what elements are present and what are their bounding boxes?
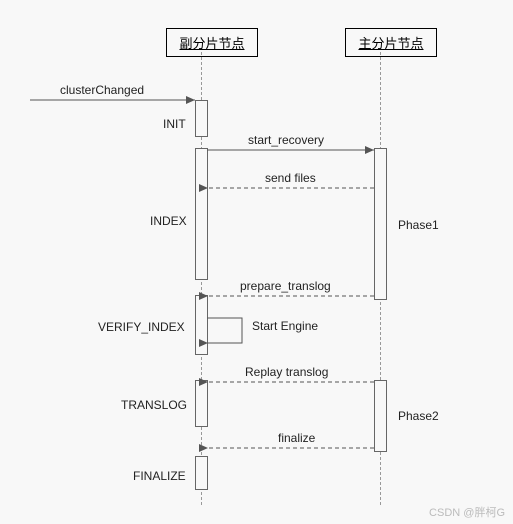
state-finalize: FINALIZE	[133, 469, 186, 483]
msg-send-files: send files	[265, 171, 316, 185]
msg-clusterchanged: clusterChanged	[60, 83, 144, 97]
phase1-label: Phase1	[398, 218, 439, 232]
state-init: INIT	[163, 117, 186, 131]
msg-start-recovery: start_recovery	[248, 133, 324, 147]
arrows-layer	[0, 0, 513, 524]
state-translog: TRANSLOG	[121, 398, 187, 412]
msg-start-engine: Start Engine	[252, 319, 318, 333]
msg-prepare-translog: prepare_translog	[240, 279, 331, 293]
watermark: CSDN @胖柯G	[429, 504, 505, 520]
msg-replay-translog: Replay translog	[245, 365, 328, 379]
phase2-label: Phase2	[398, 409, 439, 423]
msg-finalize: finalize	[278, 431, 315, 445]
state-verify-index: VERIFY_INDEX	[98, 320, 185, 334]
sequence-diagram: 副分片节点 主分片节点	[0, 0, 513, 524]
state-index: INDEX	[150, 214, 187, 228]
